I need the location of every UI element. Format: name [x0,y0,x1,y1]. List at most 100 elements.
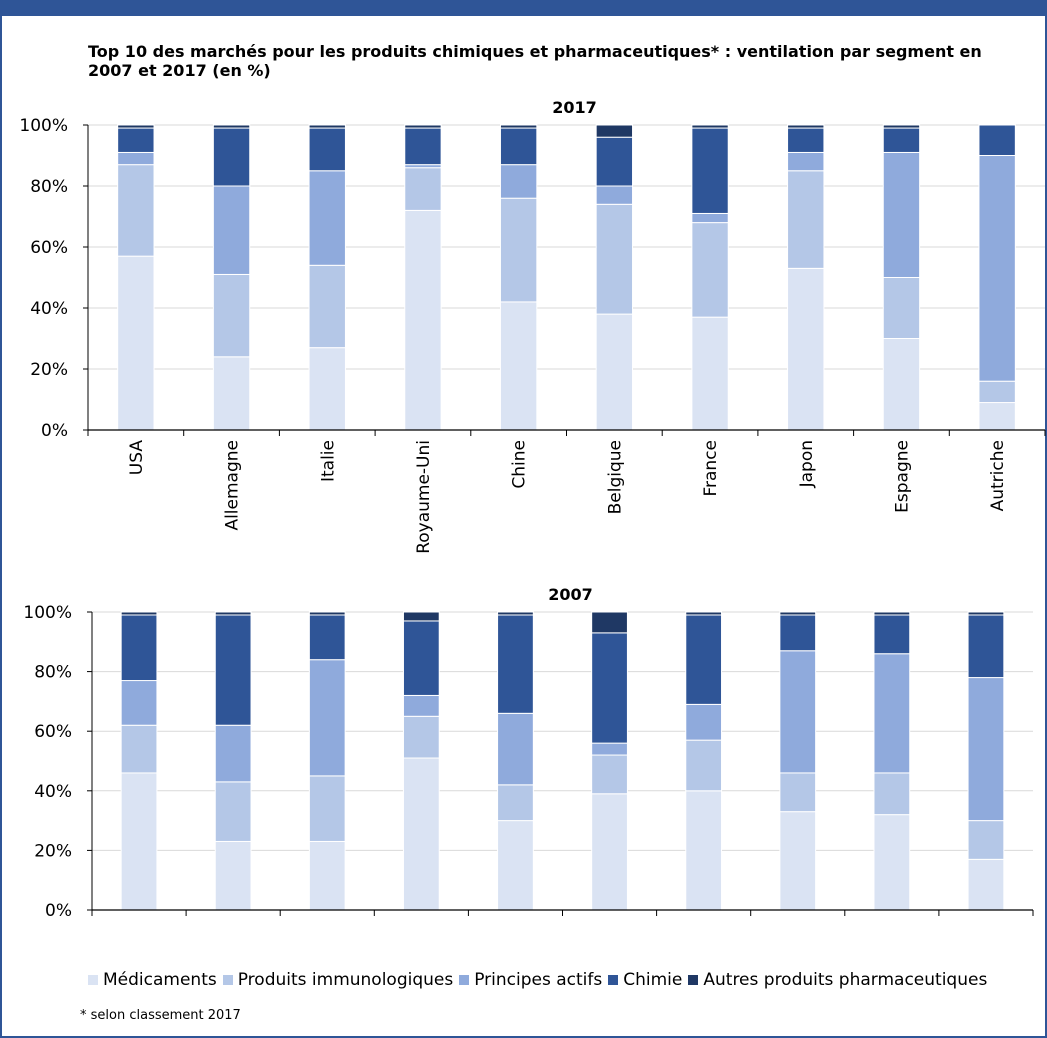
bar-segment [308,840,346,911]
bar-segment [882,277,921,339]
bar-segment [591,611,628,634]
bar-segment [685,611,723,616]
x-tick-label: France [701,440,721,497]
legend-item: Produits immunologiques [222,970,454,990]
bar-segment [497,784,534,822]
footnote: * selon classement 2017 [80,1008,241,1023]
bar-segment [499,197,538,303]
bar-segment [212,273,251,358]
bar-segment [402,757,440,911]
bar-segment [214,611,252,616]
bar-segment [685,703,723,741]
bar-segment [787,124,825,129]
bar-segment [967,611,1005,616]
panel-title-2017: 2017 [552,98,597,117]
bar-segment [497,712,534,786]
bar-segment [685,790,723,911]
bar-segment [779,811,817,911]
legend-label: Principes actifs [474,970,603,990]
bar-segment [212,124,251,129]
bar-segment [787,170,825,269]
bar-segment [595,313,634,431]
y-tick-label: 0% [41,421,68,441]
y-tick-label: 100% [23,603,72,623]
bar-segment [308,611,346,616]
bar-segment [978,124,1016,156]
legend-label: Autres produits pharmaceutiques [703,970,988,990]
bar-segment [308,614,346,661]
y-tick-label: 100% [19,116,68,136]
bar-segment [308,347,346,431]
y-tick-label: 60% [34,722,72,742]
bar-segment [402,715,440,759]
bar-segment [402,620,440,696]
bar-segment [212,127,251,187]
bar-segment [497,611,534,616]
bar-segment [212,185,251,275]
legend: Médicaments Produits immunologiques Princi… [88,970,993,990]
legend-swatch [459,975,470,985]
bar-segment [308,775,346,842]
bar-segment [120,611,158,616]
bar-segment [873,614,911,655]
legend-label: Chimie [623,970,683,990]
legend-swatch [688,975,699,985]
bar-segment [595,124,634,138]
legend-label: Produits immunologiques [237,970,454,990]
bar-segment [882,151,921,278]
bar-segment [691,212,729,224]
bar-segment [691,127,729,214]
y-tick-label: 0% [45,901,72,921]
bar-segment [117,164,155,257]
bar-segment [595,185,634,205]
bar-segment [787,127,825,153]
bar-segment [591,793,628,911]
bar-segment [499,301,538,431]
legend-swatch [88,975,98,985]
bar-segment [117,124,155,129]
x-tick-label: Royaume-Uni [414,440,434,554]
bar-segment [967,858,1005,911]
x-tick-label: Japon [797,440,817,488]
x-tick-label: Italie [318,440,338,482]
bar-segment [978,402,1016,431]
bar-segment [685,614,723,705]
bar-segment [214,781,252,842]
bar-segment [787,267,825,431]
bar-segment [120,724,158,774]
bar-segment [117,255,155,431]
bar-segment [595,203,634,315]
bar-segment [404,124,442,129]
y-tick-label: 40% [30,299,68,319]
bar-segment [873,653,911,774]
bar-segment [882,124,921,129]
bar-segment [787,151,825,172]
bar-segment [308,170,346,266]
bar-segment [308,659,346,777]
x-tick-label: Espagne [892,440,912,513]
x-tick-label: Autriche [988,440,1008,511]
x-tick-label: Chine [510,440,530,489]
y-tick-label: 20% [30,360,68,380]
bar-segment [873,814,911,911]
bar-segment [591,742,628,756]
y-tick-label: 40% [34,782,72,802]
legend-item: Chimie [608,970,682,990]
bar-segment [212,356,251,431]
bar-segment [214,724,252,783]
bar-segment [591,754,628,795]
bar-segment [497,820,534,911]
bar-segment [779,772,817,813]
bar-segment [873,772,911,816]
y-tick-label: 80% [30,177,68,197]
bar-segment [779,650,817,774]
bar-segment [691,124,729,129]
bar-segment [967,677,1005,822]
bar-segment [691,316,729,431]
legend-item: Principes actifs [459,970,602,990]
bar-segment [499,164,538,199]
bar-segment [404,209,442,431]
bar-segment [691,222,729,318]
bar-segment [214,840,252,911]
